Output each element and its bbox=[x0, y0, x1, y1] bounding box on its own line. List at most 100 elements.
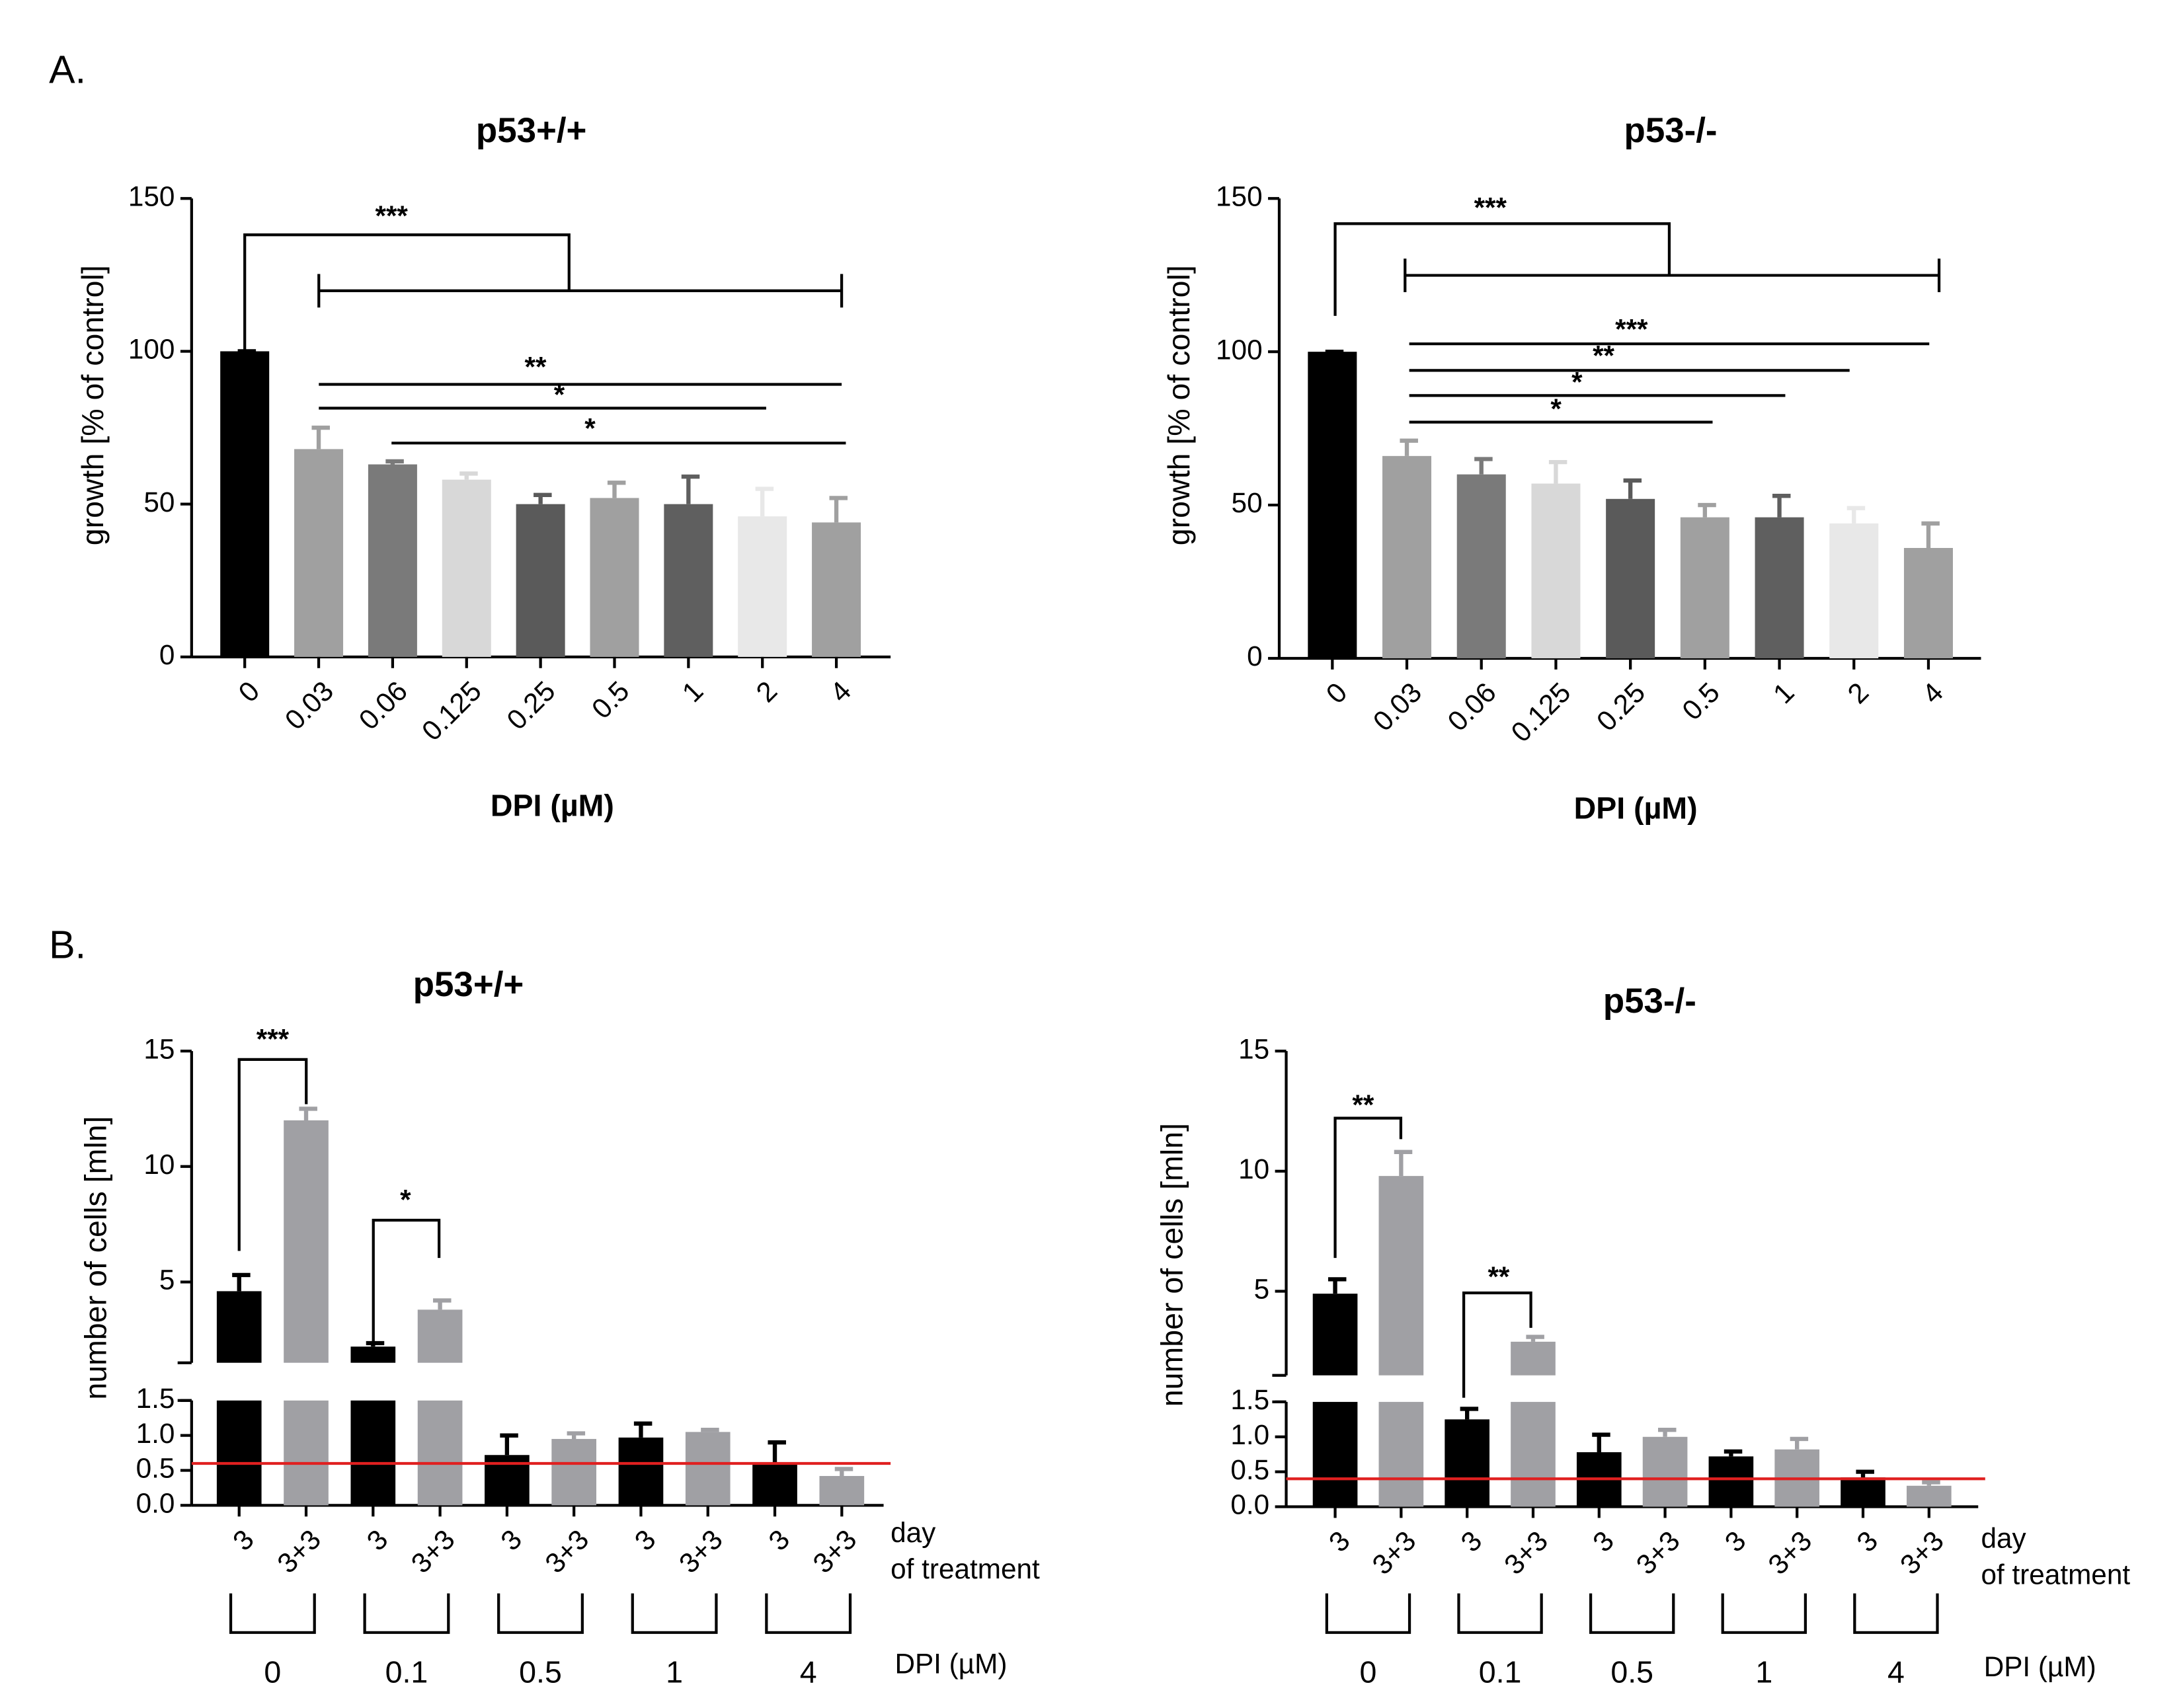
x-tick-label: 2 bbox=[1842, 677, 1875, 710]
error-bar bbox=[1724, 1449, 1743, 1457]
group-label: 1 bbox=[1755, 1655, 1772, 1689]
bar-segment bbox=[1312, 1294, 1358, 1376]
error-bar bbox=[607, 481, 626, 498]
panel-label: B. bbox=[49, 922, 86, 966]
y-tick-label: 5 bbox=[159, 1264, 175, 1296]
y-axis-label: number of cells [mln] bbox=[78, 1116, 112, 1400]
x-axis-label: day bbox=[1981, 1522, 2026, 1553]
chart-title: p53+/+ bbox=[476, 111, 587, 150]
error-bar bbox=[1474, 457, 1493, 475]
x-tick-label: 0.125 bbox=[416, 675, 487, 746]
x-tick-label: 3 bbox=[1850, 1525, 1884, 1558]
x-axis-label: DPI (µM) bbox=[1574, 791, 1698, 826]
bar bbox=[1378, 1176, 1424, 1507]
group-label: 0 bbox=[1360, 1655, 1377, 1689]
bar bbox=[1606, 498, 1655, 658]
bar bbox=[1312, 1294, 1358, 1507]
significance-label: * bbox=[1571, 367, 1583, 398]
x-axis-label: of treatment bbox=[891, 1553, 1040, 1584]
x-tick-label: 3 bbox=[495, 1524, 528, 1557]
bar-segment bbox=[1511, 1341, 1556, 1376]
bar bbox=[590, 498, 639, 657]
significance-label: * bbox=[584, 412, 596, 444]
error-bar bbox=[385, 459, 404, 465]
y-axis-label: number of cells [mln] bbox=[1155, 1123, 1189, 1407]
error-bar bbox=[1790, 1436, 1809, 1450]
error-bar bbox=[633, 1421, 653, 1438]
x-tick-label: 0.25 bbox=[500, 675, 561, 735]
bar bbox=[220, 351, 270, 657]
bar bbox=[1531, 483, 1581, 658]
group-bracket bbox=[1853, 1593, 1939, 1634]
error-bar bbox=[366, 1340, 385, 1347]
x-tick-label: 3+3 bbox=[807, 1524, 863, 1579]
bar-segment bbox=[284, 1120, 329, 1363]
bar bbox=[1456, 474, 1506, 658]
significance-bracket bbox=[243, 233, 571, 354]
bar-segment bbox=[350, 1346, 396, 1363]
error-bar bbox=[1921, 521, 1940, 548]
bar bbox=[442, 479, 491, 657]
error-bar bbox=[1394, 1149, 1413, 1177]
bar bbox=[1906, 1485, 1952, 1507]
significance-label: * bbox=[1550, 393, 1562, 424]
x-tick-label: 0.03 bbox=[1367, 677, 1427, 737]
bar bbox=[1841, 1477, 1885, 1507]
x-tick-label: 0.03 bbox=[279, 675, 339, 735]
error-bar bbox=[1460, 1407, 1479, 1420]
group-bracket bbox=[363, 1593, 450, 1634]
significance-label: ** bbox=[1352, 1089, 1374, 1120]
x-tick-label: 0.125 bbox=[1505, 677, 1577, 748]
y-tick-label: 1.0 bbox=[136, 1418, 175, 1449]
x-tick-label: 4 bbox=[1916, 677, 1949, 710]
group-label: 0.5 bbox=[519, 1655, 562, 1689]
y-tick-label: 0.5 bbox=[136, 1453, 175, 1484]
group-bracket bbox=[765, 1593, 852, 1634]
y-tick-label: 0.5 bbox=[1230, 1454, 1269, 1485]
bar bbox=[1708, 1456, 1754, 1507]
error-bar bbox=[681, 474, 700, 504]
bar bbox=[664, 504, 713, 657]
bar bbox=[216, 1291, 262, 1506]
y-tick-label: 5 bbox=[1254, 1274, 1270, 1305]
x-tick-label: 0.5 bbox=[1676, 677, 1725, 726]
error-bar bbox=[768, 1440, 786, 1463]
bar bbox=[417, 1309, 463, 1506]
x-tick-label: 3+3 bbox=[1762, 1525, 1817, 1580]
x-axis-label: DPI (µM) bbox=[491, 789, 614, 823]
x-tick-label: 3+3 bbox=[1630, 1525, 1686, 1580]
x-tick-label: 3 bbox=[629, 1524, 662, 1557]
y-tick-label: 1.5 bbox=[136, 1383, 175, 1414]
bar-segment bbox=[1378, 1176, 1424, 1376]
x-tick-label: 3 bbox=[1719, 1525, 1752, 1558]
bar bbox=[1680, 517, 1729, 658]
error-bar bbox=[1328, 1277, 1347, 1294]
x-tick-label: 3 bbox=[1587, 1525, 1620, 1558]
significance-bracket bbox=[1333, 1116, 1403, 1259]
x-tick-label: 0 bbox=[1320, 677, 1353, 710]
y-tick-label: 50 bbox=[143, 486, 175, 518]
y-tick-label: 150 bbox=[1216, 180, 1263, 212]
group-axis-label: DPI (µM) bbox=[894, 1649, 1007, 1680]
error-bar bbox=[1623, 478, 1642, 499]
bar bbox=[284, 1120, 329, 1506]
error-bar bbox=[1592, 1432, 1610, 1453]
y-axis-label: growth [% of control] bbox=[1162, 265, 1196, 545]
group-axis-label: DPI (µM) bbox=[1984, 1651, 2096, 1682]
group-label: 4 bbox=[800, 1655, 817, 1689]
group-label: 0 bbox=[264, 1655, 281, 1689]
error-bar bbox=[459, 471, 478, 480]
error-bar bbox=[834, 1467, 853, 1476]
bar bbox=[551, 1438, 597, 1506]
bar bbox=[1755, 517, 1804, 658]
significance-label: * bbox=[400, 1184, 411, 1216]
error-bar bbox=[1856, 1469, 1874, 1478]
group-label: 4 bbox=[1887, 1655, 1905, 1689]
x-tick-label: 3 bbox=[361, 1524, 394, 1557]
bar-segment bbox=[417, 1400, 463, 1506]
bar-segment bbox=[1312, 1401, 1358, 1507]
group-bracket bbox=[1325, 1593, 1411, 1634]
significance-label: *** bbox=[1615, 313, 1648, 344]
bar-segment bbox=[1511, 1401, 1556, 1507]
